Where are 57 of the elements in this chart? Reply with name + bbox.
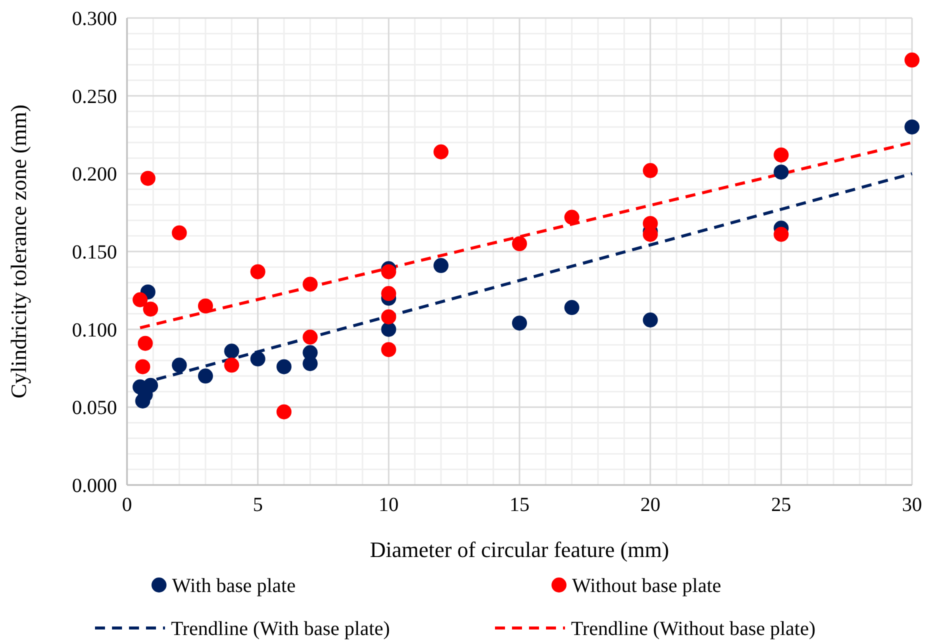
y-tick-label: 0.100: [72, 319, 117, 342]
point: [172, 358, 187, 373]
x-tick-label: 30: [902, 494, 922, 516]
y-tick-label: 0.300: [72, 8, 117, 30]
point: [198, 368, 213, 384]
point: [132, 292, 148, 308]
x-tick-label: 0: [122, 494, 132, 516]
legend-label: Trendline (With base plate): [171, 618, 390, 640]
point: [564, 210, 580, 225]
point: [381, 322, 396, 337]
point: [224, 344, 240, 359]
point: [172, 225, 187, 240]
point: [224, 358, 240, 373]
point: [135, 359, 150, 374]
point: [302, 356, 318, 372]
point: [642, 163, 658, 178]
legend-label: With base plate: [172, 575, 296, 597]
point: [140, 170, 156, 186]
point: [564, 300, 580, 316]
point: [198, 298, 213, 314]
x-tick-label: 15: [510, 494, 530, 516]
point: [276, 359, 292, 374]
point: [143, 378, 158, 393]
y-tick-label: 0.000: [72, 475, 117, 497]
point: [774, 226, 789, 242]
y-axis-title: Cylindricity tolerance zone (mm): [6, 104, 31, 398]
point: [904, 119, 920, 134]
point: [381, 264, 396, 280]
point: [302, 330, 318, 345]
point: [381, 286, 396, 302]
point: [276, 404, 292, 420]
x-axis-title: Diameter of circular feature (mm): [370, 537, 670, 562]
y-tick-label: 0.050: [72, 397, 117, 420]
point: [434, 144, 448, 160]
point: [250, 264, 266, 280]
y-tick-label: 0.200: [72, 164, 117, 186]
point: [774, 164, 789, 180]
legend-label: Trendline (Without base plate): [571, 618, 816, 640]
x-tick-label: 10: [378, 494, 399, 516]
y-tick-label: 0.150: [72, 242, 117, 264]
point: [250, 351, 266, 366]
point: [381, 309, 396, 324]
point: [642, 312, 658, 328]
point: [434, 258, 448, 274]
point: [512, 236, 527, 252]
y-tick-label: 0.250: [72, 86, 117, 108]
point: [904, 52, 920, 68]
point: [512, 316, 527, 331]
x-tick-label: 25: [771, 494, 792, 516]
point: [302, 276, 318, 292]
point: [381, 342, 396, 358]
x-tick-label: 20: [640, 494, 660, 516]
point: [143, 302, 158, 317]
legend-label: Without base plate: [572, 575, 722, 597]
point: [774, 147, 789, 162]
point: [138, 336, 153, 351]
x-tick-label: 5: [252, 494, 263, 516]
